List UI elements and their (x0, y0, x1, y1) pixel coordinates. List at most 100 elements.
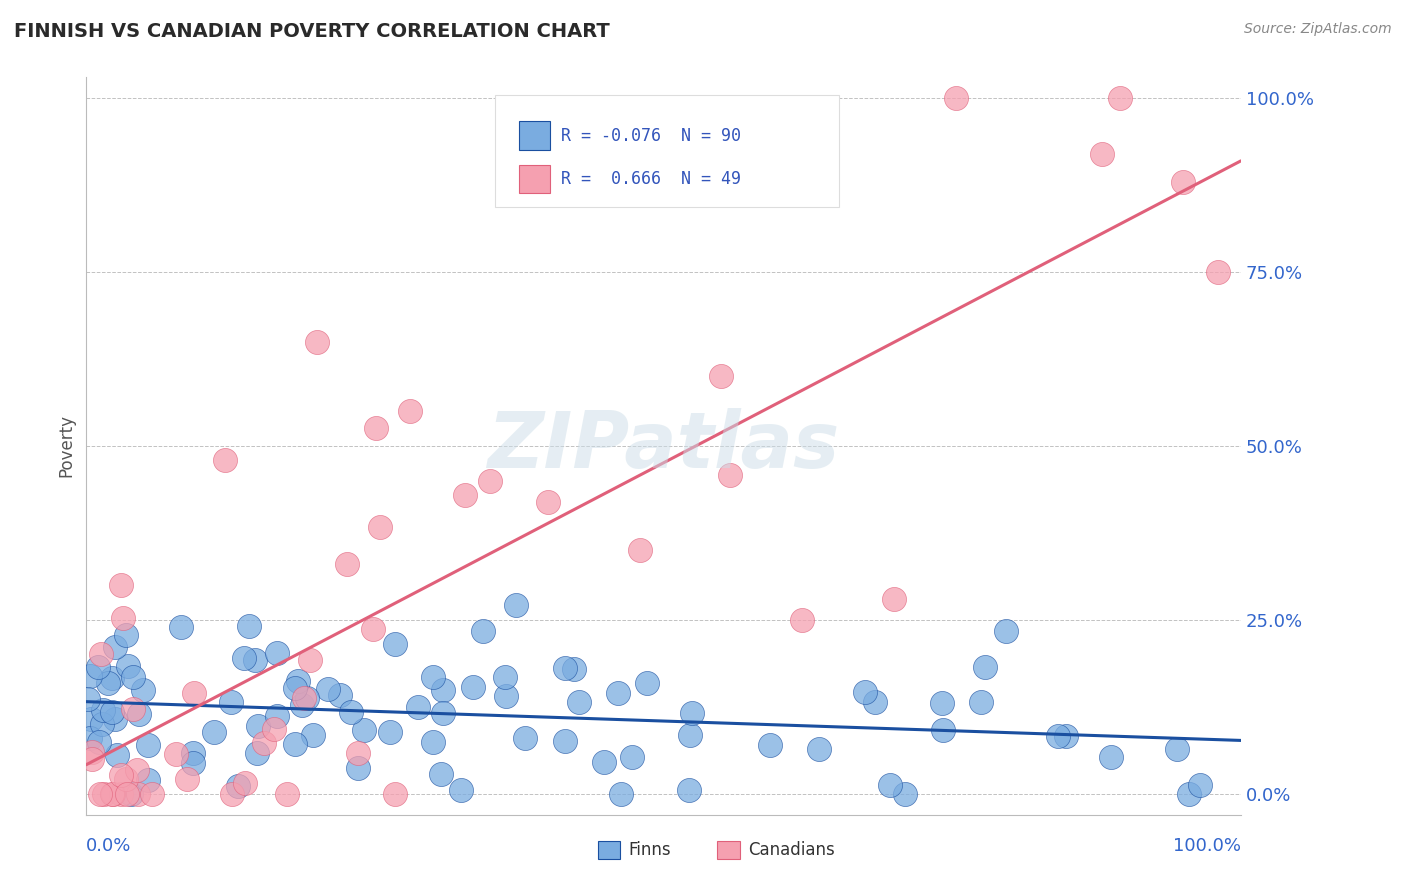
Point (292, 691, 315, 706)
Point (299, 653, 322, 667)
Text: R = -0.076  N = 90: R = -0.076 N = 90 (561, 127, 741, 145)
Point (287, 674, 309, 689)
Point (1046, 729, 1069, 743)
Point (945, 91, 967, 105)
Point (266, 646, 288, 660)
Point (101, 787, 124, 801)
Point (87, 735, 110, 749)
Point (253, 736, 276, 750)
Point (132, 682, 155, 697)
Point (181, 756, 204, 771)
Point (295, 690, 318, 705)
Point (136, 738, 159, 752)
Point (1054, 729, 1077, 743)
Point (97, 676, 120, 690)
Point (120, 787, 142, 801)
Point (266, 708, 288, 723)
Point (125, 763, 148, 777)
Point (82, 752, 104, 766)
Point (537, 494, 560, 508)
Point (432, 706, 454, 721)
Point (110, 787, 132, 801)
Point (91, 703, 114, 717)
Point (276, 787, 298, 801)
Point (100, 671, 122, 685)
Y-axis label: Poverty: Poverty (58, 415, 75, 477)
Point (329, 688, 352, 702)
Point (790, 613, 813, 627)
Point (90, 717, 112, 731)
Point (79, 731, 101, 745)
Point (554, 734, 576, 748)
Text: 0.0%: 0.0% (86, 837, 132, 855)
Point (1189, 778, 1212, 792)
Point (111, 611, 134, 625)
Point (77, 692, 100, 706)
Point (681, 706, 703, 721)
Point (607, 686, 630, 700)
Point (176, 772, 198, 786)
Point (505, 598, 527, 612)
Point (364, 421, 387, 435)
Point (678, 783, 700, 797)
Point (165, 747, 187, 761)
Point (336, 557, 359, 571)
Point (479, 474, 502, 488)
Point (291, 698, 314, 712)
Point (246, 746, 269, 760)
Point (263, 722, 285, 736)
Point (931, 697, 953, 711)
Point (114, 772, 136, 786)
Point (221, 787, 243, 801)
Point (630, 543, 652, 558)
Point (759, 738, 782, 752)
Text: 100.0%: 100.0% (1173, 837, 1241, 855)
Point (89, 647, 111, 661)
Text: Source: ZipAtlas.com: Source: ZipAtlas.com (1244, 22, 1392, 37)
Point (101, 706, 124, 720)
Point (347, 746, 370, 760)
Point (554, 661, 576, 675)
Point (636, 676, 658, 690)
Point (80, 745, 103, 759)
Point (128, 706, 150, 721)
Point (89, 787, 111, 801)
Point (284, 737, 307, 751)
Text: ZIPatlas: ZIPatlas (488, 408, 839, 484)
Point (710, 369, 733, 384)
Point (307, 334, 329, 349)
Point (1099, 750, 1122, 764)
Point (115, 787, 138, 801)
Point (454, 488, 477, 502)
Point (117, 659, 139, 673)
Point (863, 695, 886, 709)
Point (970, 694, 993, 708)
Text: Finns: Finns (628, 841, 671, 859)
Point (226, 779, 249, 793)
Point (408, 700, 430, 714)
Text: R =  0.666  N = 49: R = 0.666 N = 49 (561, 170, 741, 188)
Point (378, 725, 401, 739)
Point (432, 683, 454, 698)
Point (170, 620, 193, 634)
Point (718, 468, 741, 483)
Point (245, 653, 267, 667)
Point (879, 778, 901, 792)
Point (1109, 91, 1132, 105)
Point (110, 768, 132, 782)
Point (620, 749, 643, 764)
Point (247, 719, 270, 733)
Point (104, 640, 127, 654)
Point (471, 624, 494, 639)
Point (238, 619, 260, 633)
Point (1091, 147, 1114, 161)
Point (494, 670, 516, 684)
Point (121, 670, 143, 684)
Point (562, 662, 585, 676)
Point (284, 681, 307, 696)
Point (398, 404, 420, 418)
Point (361, 622, 384, 636)
Point (181, 746, 204, 760)
Point (450, 783, 472, 797)
Point (384, 637, 406, 651)
